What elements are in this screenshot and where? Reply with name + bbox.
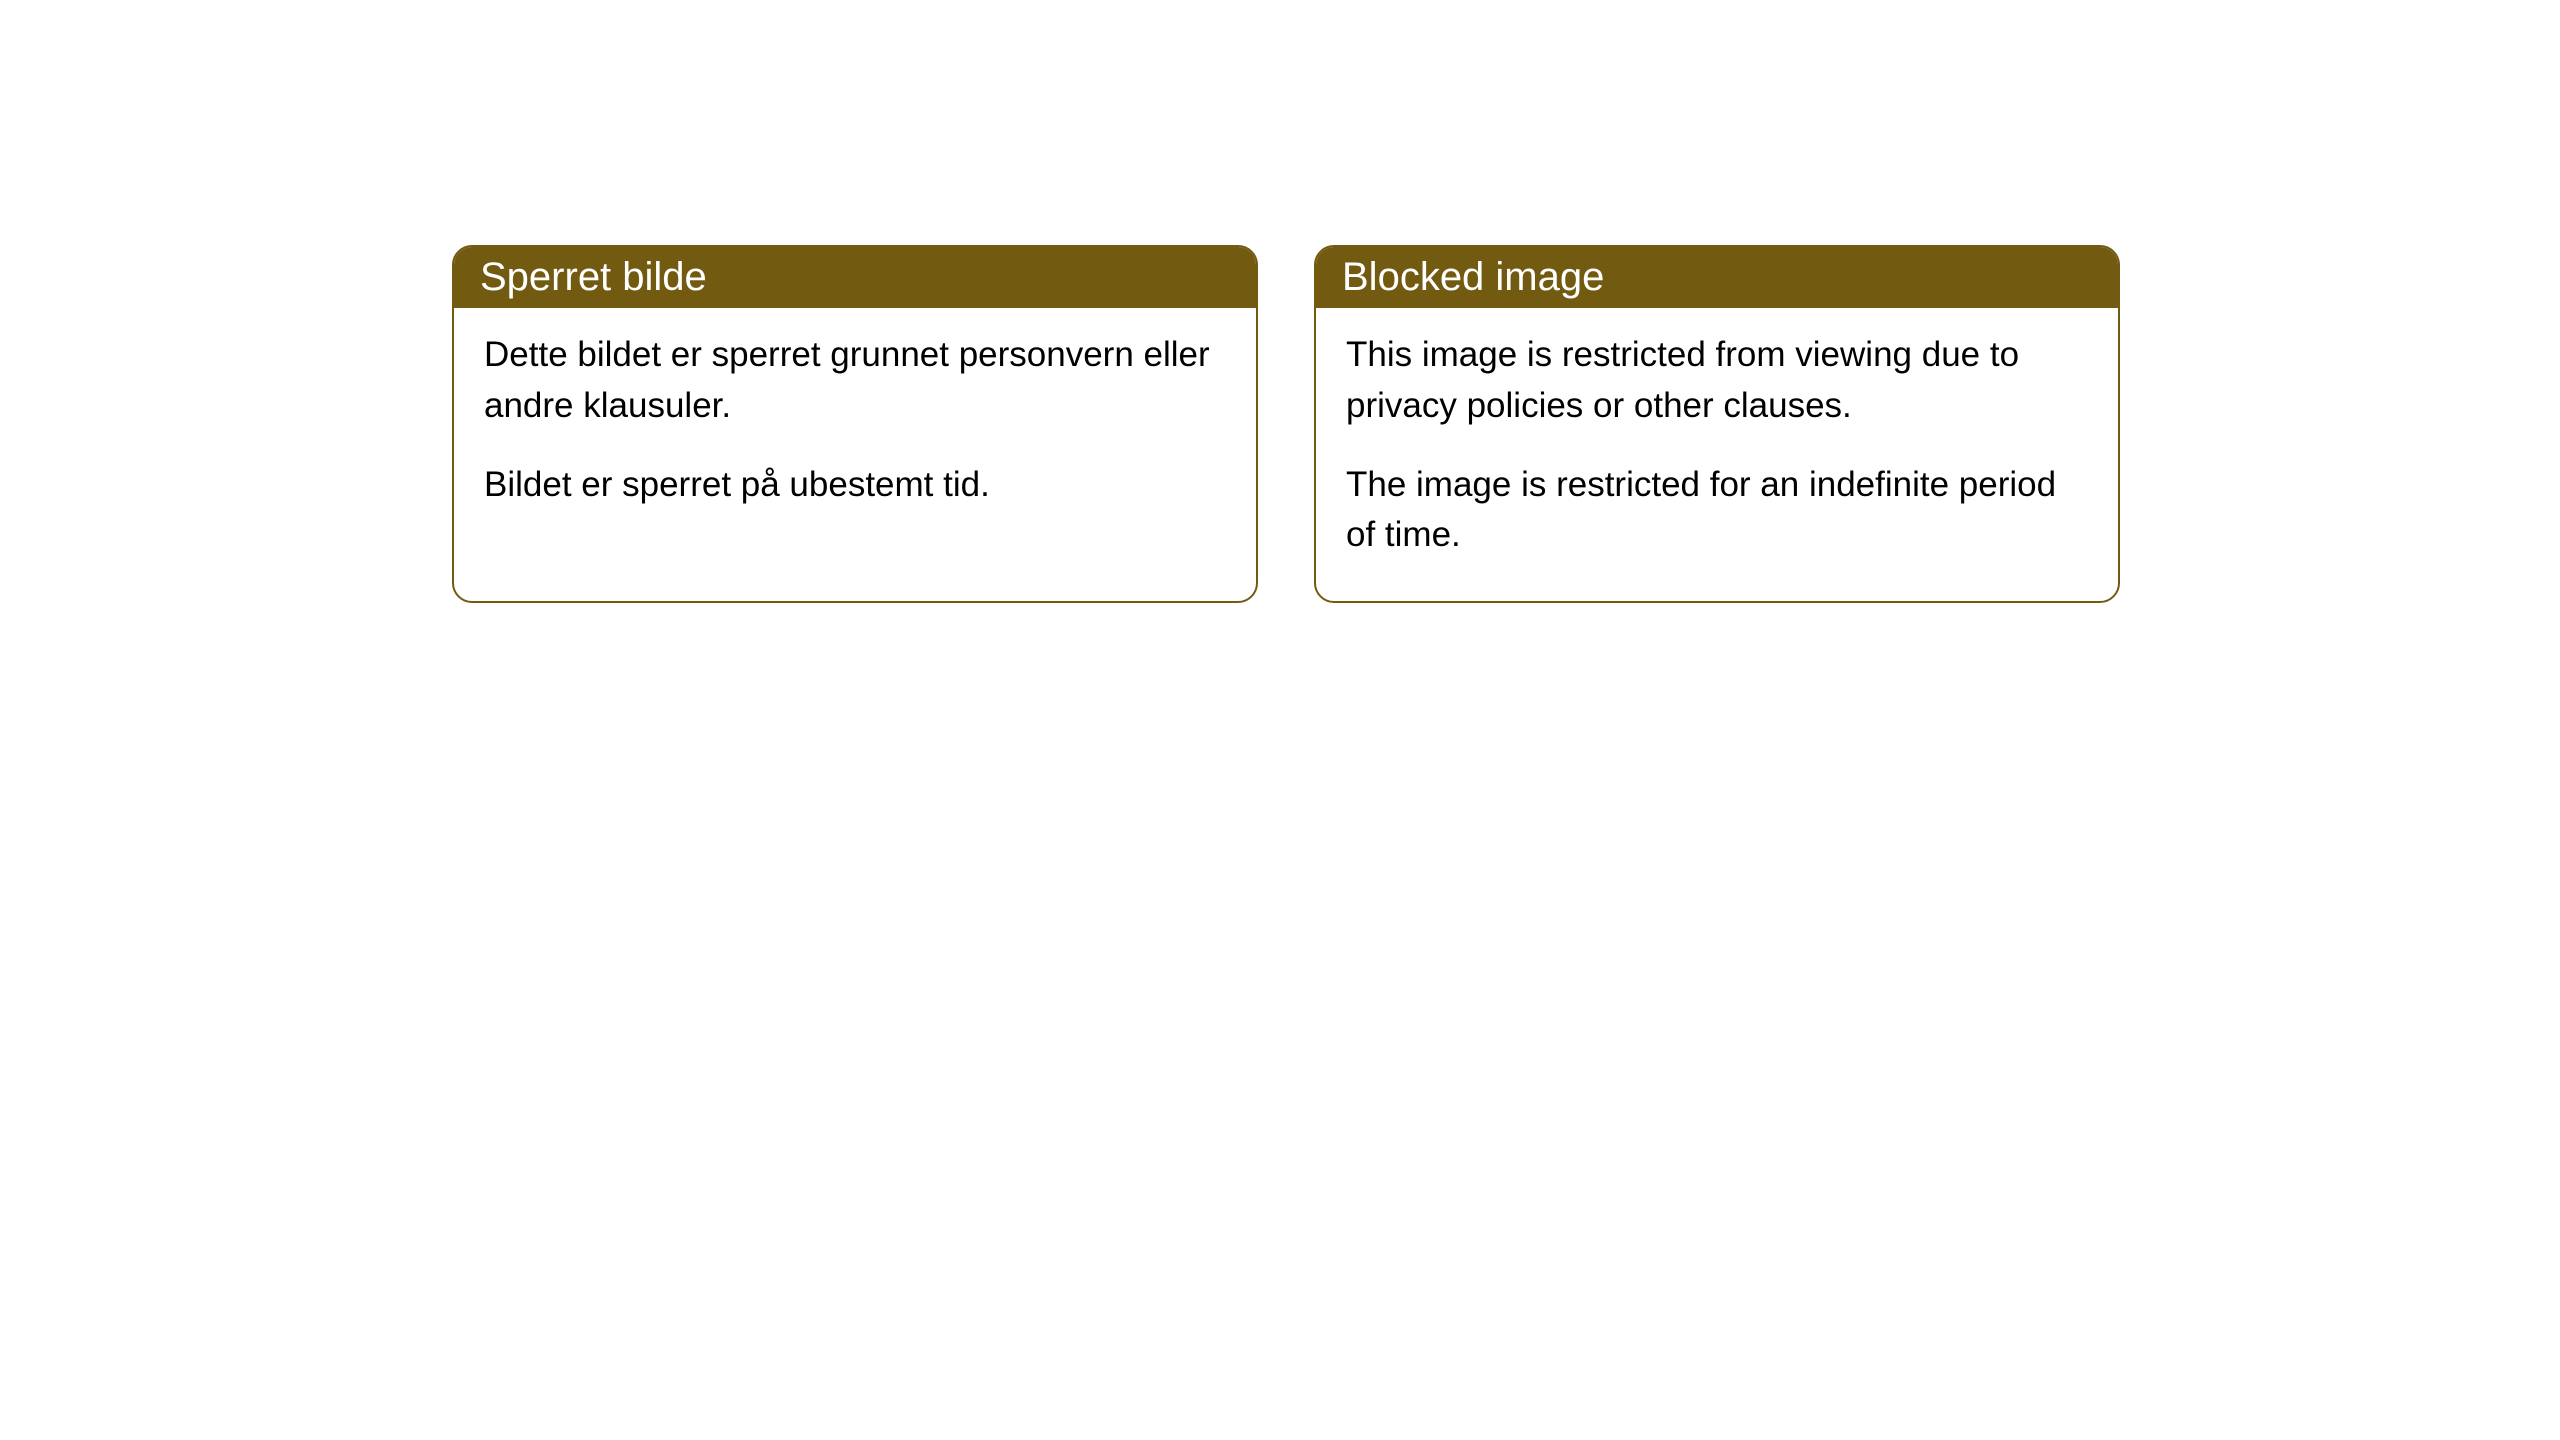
notice-paragraph: Dette bildet er sperret grunnet personve…: [484, 330, 1226, 432]
notice-header-english: Blocked image: [1316, 247, 2118, 308]
notice-card-norwegian: Sperret bilde Dette bildet er sperret gr…: [452, 245, 1258, 603]
notice-body-norwegian: Dette bildet er sperret grunnet personve…: [454, 308, 1256, 550]
notice-paragraph: The image is restricted for an indefinit…: [1346, 460, 2088, 562]
notice-title: Blocked image: [1342, 255, 1604, 299]
notice-body-english: This image is restricted from viewing du…: [1316, 308, 2118, 601]
notice-paragraph: Bildet er sperret på ubestemt tid.: [484, 460, 1226, 511]
notice-title: Sperret bilde: [480, 255, 707, 299]
notice-container: Sperret bilde Dette bildet er sperret gr…: [0, 0, 2560, 603]
notice-header-norwegian: Sperret bilde: [454, 247, 1256, 308]
notice-paragraph: This image is restricted from viewing du…: [1346, 330, 2088, 432]
notice-card-english: Blocked image This image is restricted f…: [1314, 245, 2120, 603]
